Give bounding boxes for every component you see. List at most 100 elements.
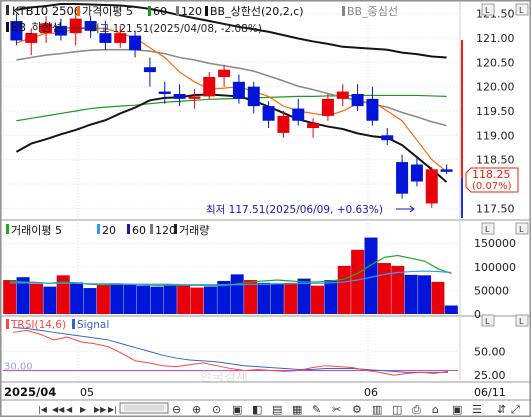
volume-bar [418,275,432,314]
trsi-signal-line [12,327,448,373]
panel-button-label: L [485,317,490,326]
volume-bar [3,280,17,314]
rewind-icon[interactable]: ◀◀ [52,405,65,414]
volume-bar [110,283,124,314]
volume-bar [190,287,204,314]
legend-swatch [342,6,345,16]
volume-ma20-line [9,270,452,286]
volume-bar [404,274,418,314]
volume-bar [297,278,311,314]
split-icon[interactable]: ◫ [392,403,402,416]
legend-swatch [150,224,153,234]
panel-button-label: L [519,6,524,15]
candle [262,106,275,121]
legend-swatch [6,22,9,32]
panel-button-label: L [485,6,490,15]
candle [396,162,409,194]
legend-item: 거래이평 5 [11,224,62,237]
panel-lock-button[interactable] [515,314,529,327]
volume-bar [324,280,338,314]
candle [351,93,364,107]
legend-swatch [127,224,130,234]
legend-item: 60 [153,5,167,18]
candle [173,93,186,99]
price-tick-label: 118.50 [476,154,515,167]
volume-bar [310,285,324,314]
volume-tick-label: 0 [474,308,481,321]
target-icon[interactable]: ⊙ [212,403,221,416]
settings-icon[interactable]: ⚙ [352,403,362,416]
trsi-tick-label: 50.00 [474,345,506,358]
candle [307,123,320,129]
last-page-icon[interactable]: ▶| [108,405,117,414]
fast-forward-icon[interactable]: ▶▶ [94,405,107,414]
first-page-icon[interactable]: |◀ [38,405,48,414]
next-icon[interactable]: ▶ [80,405,87,414]
legend-item: Signal [77,319,109,331]
prev-icon[interactable]: ◀ [66,405,73,414]
candle [114,33,127,43]
high-annotation: 최고 121.51(2025/04/08, -2.08%) [90,23,262,35]
table-icon[interactable]: ▦ [292,403,302,416]
panel-lock-button[interactable] [481,3,495,16]
candle [54,25,67,36]
legend-swatch [176,6,179,16]
volume-bar [16,277,30,314]
panel-lock-button[interactable] [515,222,529,235]
candle [25,33,38,43]
volume-tick-label: 100000 [474,261,516,274]
zoom-out-icon[interactable]: ⊖ [172,403,181,416]
cut-icon[interactable]: ✂ [332,403,341,416]
legend-item: 120 [155,224,176,237]
candle [366,98,379,121]
volume-tick-label: 50000 [474,284,509,297]
bb-upper-line [16,3,447,59]
chart-icon[interactable]: ▥ [372,403,382,416]
volume-bar [123,284,137,314]
box-select-icon[interactable]: ▣ [232,403,242,416]
volume-bar [257,282,271,314]
panel-lock-button[interactable] [481,222,495,235]
legend-item: 120 [181,5,202,18]
volume-bar [137,285,151,314]
panel-button-label: L [485,225,490,234]
trsi-line [12,329,449,376]
copy-icon[interactable]: ▣ [452,403,462,416]
candle [40,23,53,34]
legend-item: BB_하한선 [11,20,62,34]
candle [203,76,216,97]
print-icon[interactable]: ⎙ [412,403,421,416]
legend-swatch [6,319,9,329]
candle [381,135,394,141]
grid-icon[interactable]: ▤ [272,403,282,416]
zoom-in-icon[interactable]: ⊕ [192,403,201,416]
candle [336,91,349,99]
home-icon[interactable]: ⌂ [432,403,439,416]
sort-icon[interactable]: ⇵ [497,403,506,416]
layout-icon[interactable]: ◧ [252,403,262,416]
volume-bar [431,281,445,314]
candle [410,164,423,182]
candle [321,98,334,116]
current-price-box [465,167,519,193]
volume-bar [364,237,378,314]
candle [440,169,453,172]
bb-lower-line [15,93,448,183]
panel-lock-button[interactable] [515,3,529,16]
volume-bar [29,283,43,314]
chart-title: KTB10 2506 [12,4,81,18]
candle [292,108,305,121]
pen-icon[interactable]: ✎ [312,403,321,416]
panel-lock-button[interactable] [481,314,495,327]
legend-swatch [72,319,75,329]
expand-icon[interactable]: ⤢ [511,403,520,416]
current-change: (0.07%) [472,181,512,192]
volume-bar [337,265,351,314]
x-axis-label: 06 [364,386,378,399]
volume-bar [270,283,284,314]
menu-icon[interactable]: ☰ [472,403,482,416]
low-annotation: 최저 117.51(2025/06/09, +0.63%) [206,204,383,216]
scroll-thumb[interactable] [124,405,164,411]
